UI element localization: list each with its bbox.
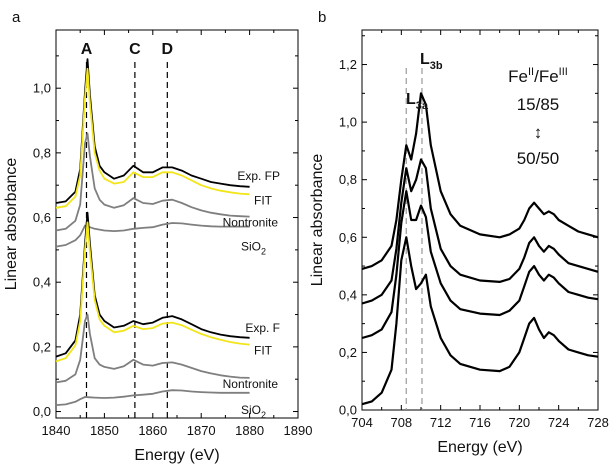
panel-a-marker-label-a: A <box>81 41 93 58</box>
curve-label-text: Nontronite <box>223 216 279 230</box>
curve-label-text: SiO <box>241 403 261 417</box>
panel-a-ytick-label: 0,4 <box>33 275 51 290</box>
panel-a-x-axis-label: Energy (eV) <box>134 447 219 464</box>
panel-b-fe-ratio-label: FeII/FeIII <box>508 66 568 86</box>
curve-label-text: FIT <box>254 193 273 207</box>
curve-label-subscript: 2 <box>261 247 266 257</box>
panel-b-xtick-label: 728 <box>587 415 609 430</box>
panel-b-xtick-label: 704 <box>351 415 373 430</box>
panel-a-xtick-label: 1850 <box>90 423 119 438</box>
panel-a-curve-label-2: Nontronite <box>223 216 279 230</box>
panel-a-series-exp-fp-0 <box>55 58 250 204</box>
panel-a-curve-label-1: FIT <box>254 193 273 207</box>
panel-a-curve-label-7: SiO2 <box>241 403 266 420</box>
curve-label-text: Nontronite <box>223 377 279 391</box>
marker-label-subscript: 3a <box>416 100 429 112</box>
panel-a-curve-label-4: Exp. F <box>245 321 280 335</box>
curve-label-text: Exp. F <box>245 321 280 335</box>
fe-ratio-part: III <box>559 66 568 78</box>
panel-a-ytick-label: 0,6 <box>33 210 51 225</box>
fe-ratio-part: II <box>528 66 534 78</box>
panel-a-y-axis-label: Linear absorbance <box>3 158 20 291</box>
panel-b-series-spectrum-0 <box>361 92 599 270</box>
panel-b-ytick-label: 0,2 <box>339 345 357 360</box>
panel-b-xtick-label: 712 <box>430 415 452 430</box>
panel-a-curve-label-3: SiO2 <box>241 240 266 257</box>
panel-b-x-axis-label: Energy (eV) <box>437 439 522 456</box>
panel-b-ytick-label: 0,0 <box>339 403 357 418</box>
curve-label-text: FIT <box>254 344 273 358</box>
panel-b-y-axis-label: Linear absorbance <box>309 154 326 287</box>
panel-b-xtick-label: 716 <box>469 415 491 430</box>
panel-a-series-fit-1 <box>55 67 250 209</box>
panel-b-ytick-label: 1,0 <box>339 115 357 130</box>
panel-b-label: b <box>318 9 326 26</box>
panel-a-curve-label-0: Exp. FP <box>237 169 280 183</box>
panel-a-series-sio2-3 <box>55 222 250 248</box>
panel-a-xtick-label: 1880 <box>235 423 264 438</box>
panel-a-marker-label-c: C <box>129 41 141 58</box>
panel-a-ytick-label: 0,0 <box>33 404 51 419</box>
marker-label-main: L <box>420 51 430 68</box>
panel-b-ratio-to: 50/50 <box>517 149 560 168</box>
curve-label-text: SiO <box>241 240 261 254</box>
panel-b-xtick-label: 708 <box>390 415 412 430</box>
curve-label-subscript: 2 <box>261 410 266 420</box>
panel-b-ratio-arrow: ↕ <box>534 123 543 142</box>
panel-a-xtick-label: 1840 <box>42 423 71 438</box>
fe-ratio-part: Fe <box>508 67 528 86</box>
panel-a-series-sio2-7 <box>55 389 250 406</box>
panel-a-series-exp-f-4 <box>55 211 250 358</box>
panel-b-ytick-label: 0,8 <box>339 172 357 187</box>
panel-a-curve-label-6: Nontronite <box>223 377 279 391</box>
panel-a-xtick-label: 1870 <box>187 423 216 438</box>
panel-a-series-fit-5 <box>55 221 250 363</box>
panel-a-label: a <box>12 9 21 26</box>
panel-b-ytick-label: 0,4 <box>339 287 357 302</box>
panel-b-series-spectrum-1 <box>361 158 599 305</box>
panel-a-ytick-label: 1,0 <box>33 81 51 96</box>
panel-b-chart: 704 708 712 716 720 724 728 0,0 0,2 0,4 0,6 0,8 1,0 1… <box>309 29 609 456</box>
panel-b-marker-label-l3b: L3b <box>420 51 443 72</box>
panel-a-curve-label-5: FIT <box>254 344 273 358</box>
panel-a-xtick-label: 1890 <box>284 423 313 438</box>
panel-b-ratio-from: 15/85 <box>517 95 560 114</box>
panel-b-ytick-label: 0,6 <box>339 230 357 245</box>
panel-b-xtick-label: 720 <box>508 415 530 430</box>
panel-a-xtick-label: 1860 <box>138 423 167 438</box>
panel-b-marker-label-l3a: L3a <box>406 91 429 112</box>
panel-a-series-nontronite-2 <box>55 132 250 232</box>
panel-a-series-nontronite-6 <box>55 313 250 384</box>
panel-a-chart: 1840 1850 1860 1870 1880 1890 0,0 0,2 0,4 0,6 0,8 1… <box>3 29 313 464</box>
panel-a-ytick-label: 0,2 <box>33 339 51 354</box>
fe-ratio-part: /Fe <box>534 67 559 86</box>
panel-b-xtick-label: 724 <box>548 415 570 430</box>
panel-b-series-spectrum-2 <box>361 190 599 340</box>
panel-b-ytick-label: 1,2 <box>339 57 357 72</box>
panel-b-series-spectrum-3 <box>361 236 599 406</box>
marker-label-main: L <box>406 91 416 108</box>
marker-label-subscript: 3b <box>430 60 443 72</box>
panel-a-ytick-label: 0,8 <box>33 145 51 160</box>
panel-a-marker-label-d: D <box>162 41 174 58</box>
curve-label-text: Exp. FP <box>237 169 280 183</box>
